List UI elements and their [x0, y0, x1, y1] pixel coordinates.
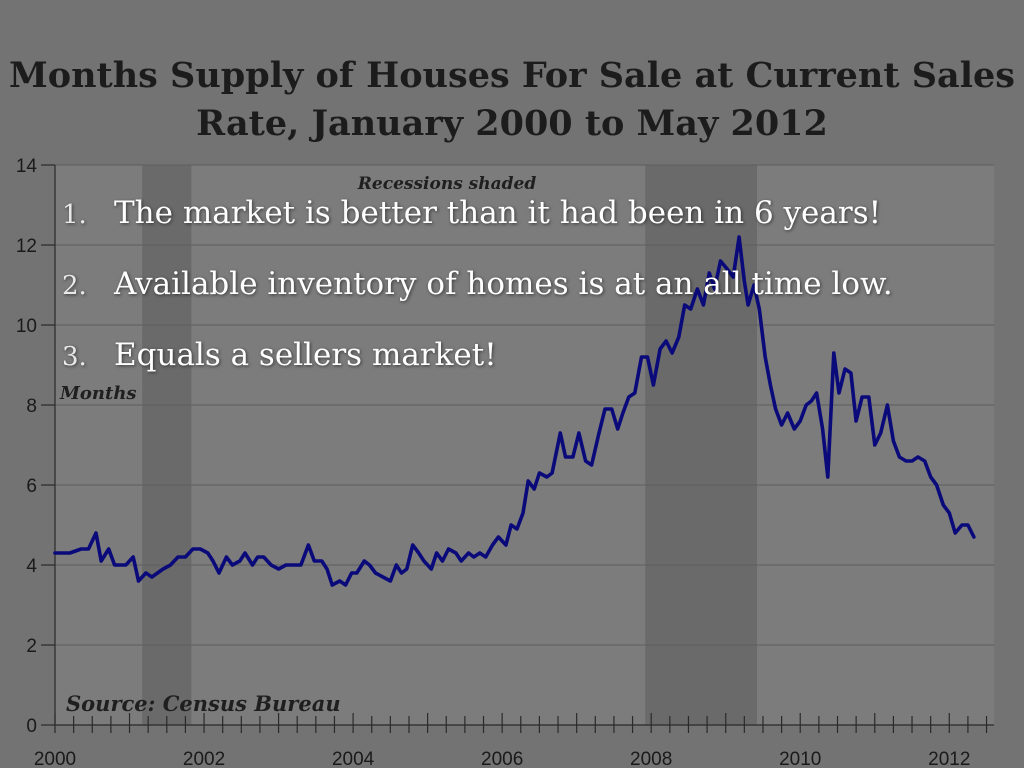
overlay-points: 1. The market is better than it had been… — [62, 196, 893, 409]
x-tick-label: 2010 — [779, 749, 821, 768]
series-layer — [53, 235, 976, 587]
x-tick-label: 2006 — [481, 749, 523, 768]
recession-band — [645, 165, 758, 725]
chart-title: Months Supply of Houses For Sale at Curr… — [9, 55, 1015, 144]
overlay-point-text: Available inventory of homes is at an al… — [114, 266, 893, 302]
y-tick-label: 8 — [26, 396, 37, 417]
y-tick-label: 10 — [16, 316, 37, 337]
x-tick-label: 2012 — [928, 749, 970, 768]
source-note: Source: Census Bureau — [66, 691, 341, 716]
x-tick-label: 2004 — [332, 749, 375, 768]
recession-band — [142, 165, 192, 725]
overlay-point: 1. The market is better than it had been… — [62, 196, 893, 233]
x-tick-label: 2000 — [34, 749, 76, 768]
overlay-point-text: The market is better than it had been in… — [114, 195, 882, 231]
overlay-point-text: Equals a sellers market! — [114, 337, 497, 373]
y-tick-label: 0 — [26, 716, 37, 737]
recessions-note: Recessions shaded — [357, 174, 537, 194]
y-tick-label: 4 — [26, 556, 37, 577]
overlay-point-number: 1. — [62, 200, 87, 230]
gridlines — [55, 164, 994, 646]
plot-area — [55, 165, 994, 725]
overlay-point: 3. Equals a sellers market! — [62, 338, 893, 375]
y-tick-label: 14 — [16, 156, 38, 177]
y-axis-label: Months — [59, 383, 137, 404]
y-tick-label: 6 — [26, 476, 37, 497]
x-tick-label: 2008 — [630, 749, 672, 768]
y-tick-label: 12 — [16, 236, 37, 257]
x-tick-label: 2002 — [183, 749, 225, 768]
overlay-point-number: 3. — [62, 342, 87, 372]
overlay-point-number: 2. — [62, 271, 87, 301]
y-tick-label: 2 — [26, 636, 37, 657]
x-axis-ticks: 2000 2002 2004 2006 2008 2010 2012 — [34, 713, 988, 768]
series-line — [53, 235, 976, 587]
y-axis-ticks: 0 2 4 6 8 10 12 14 — [16, 156, 55, 737]
recession-bands — [142, 165, 758, 725]
overlay-point: 2. Available inventory of homes is at an… — [62, 267, 893, 304]
